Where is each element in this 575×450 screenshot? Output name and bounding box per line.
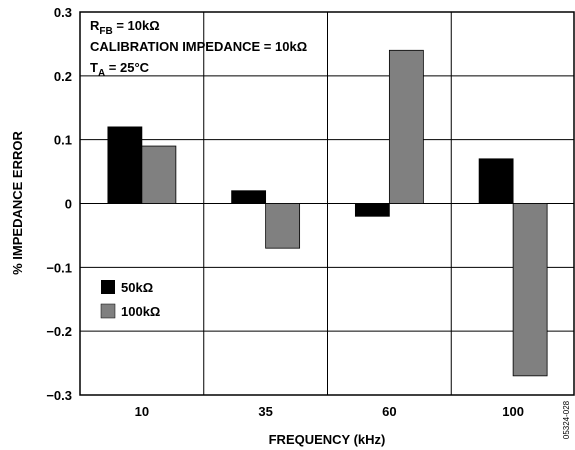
bar-50k-10: [107, 126, 143, 204]
y-tick-label: −0.1: [46, 260, 72, 275]
x-tick-label: 10: [135, 404, 149, 419]
legend-label-100k: 100kΩ: [121, 304, 160, 319]
bar-100k-60: [388, 49, 424, 204]
bar-100k-100: [512, 203, 548, 377]
bar-100k-10: [141, 145, 177, 204]
bar-100k-35: [265, 203, 301, 249]
legend: 50kΩ 100kΩ: [100, 280, 160, 319]
y-axis-label: % IMPEDANCE ERROR: [10, 131, 25, 275]
ta-annotation: TA = 25°C: [90, 60, 150, 79]
y-tick-label: −0.2: [46, 324, 72, 339]
x-tick-label: 60: [382, 404, 396, 419]
figure-id: 05324-028: [562, 400, 571, 439]
calibration-annotation: CALIBRATION IMPEDANCE = 10kΩ: [90, 39, 307, 54]
bar-50k-100: [478, 158, 514, 204]
y-tick-label: 0.3: [54, 5, 72, 20]
x-tick-labels: 10 35 60 100: [135, 404, 524, 419]
y-tick-label: 0: [65, 197, 72, 212]
legend-swatch-100k: [100, 303, 116, 319]
legend-swatch-50k: [101, 280, 115, 294]
y-tick-label: −0.3: [46, 388, 72, 403]
bars-group: [107, 49, 548, 377]
rfb-annotation: RFB = 10kΩ: [90, 18, 160, 37]
y-tick-labels: 0.3 0.2 0.1 0 −0.1 −0.2 −0.3: [46, 5, 72, 403]
y-tick-label: 0.1: [54, 133, 72, 148]
legend-label-50k: 50kΩ: [121, 280, 153, 295]
plot-frame: [79, 11, 575, 396]
bar-50k-60: [354, 203, 390, 217]
y-tick-label: 0.2: [54, 69, 72, 84]
x-tick-label: 35: [258, 404, 272, 419]
bar-50k-35: [231, 190, 267, 204]
x-axis-label: FREQUENCY (kHz): [269, 432, 386, 447]
x-tick-label: 100: [502, 404, 524, 419]
